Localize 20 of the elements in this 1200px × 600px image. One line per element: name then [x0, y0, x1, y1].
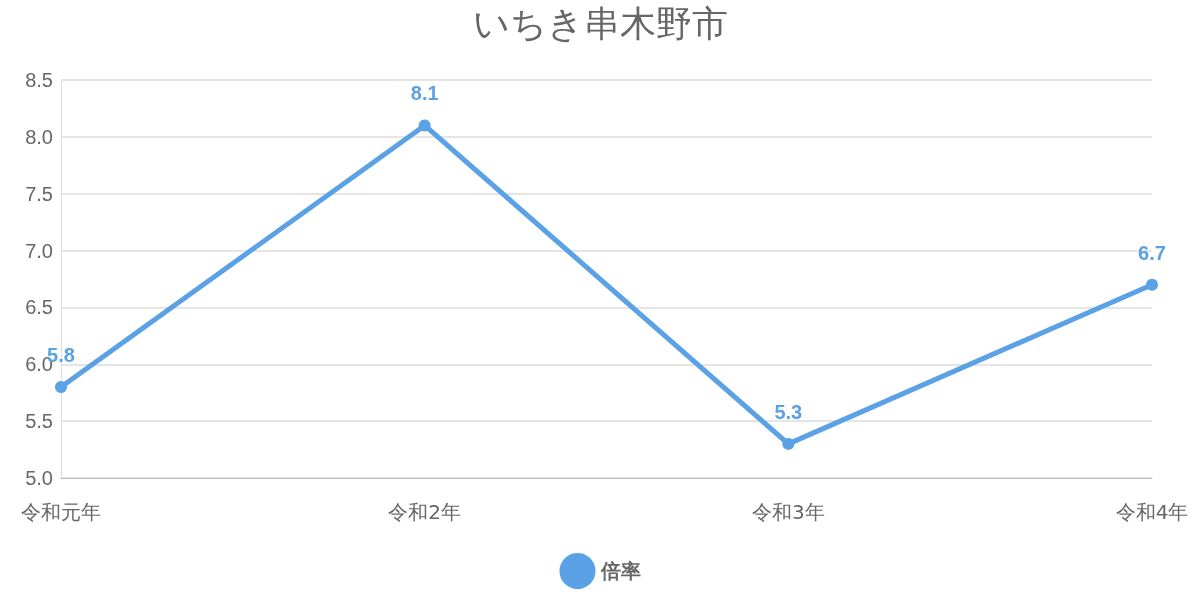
- legend-label: 倍率: [599, 559, 641, 583]
- y-tick-label: 5.5: [25, 410, 53, 433]
- point: [55, 381, 67, 394]
- point: [418, 119, 431, 132]
- point: [1146, 278, 1158, 291]
- point: [782, 437, 795, 450]
- y-tick-label: 7.5: [25, 182, 53, 205]
- data-label: 6.7: [1138, 241, 1166, 264]
- y-tick-label: 8.0: [25, 125, 53, 148]
- y-tick-label: 8.5: [25, 69, 53, 91]
- data-label: 8.1: [410, 82, 439, 105]
- x-tick-label: 令和2年: [388, 500, 462, 524]
- y-tick-label: 5.0: [25, 467, 53, 489]
- data-label: 5.3: [774, 400, 803, 423]
- x-tick-label: 令和4年: [1115, 500, 1189, 524]
- x-tick-label: 令和元年: [21, 500, 101, 524]
- x-tick-label: 令和3年: [751, 500, 825, 524]
- y-tick-label: 6.5: [25, 296, 53, 319]
- chart-title: いちき串木野市: [472, 2, 728, 44]
- y-tick-label: 7.0: [25, 239, 53, 262]
